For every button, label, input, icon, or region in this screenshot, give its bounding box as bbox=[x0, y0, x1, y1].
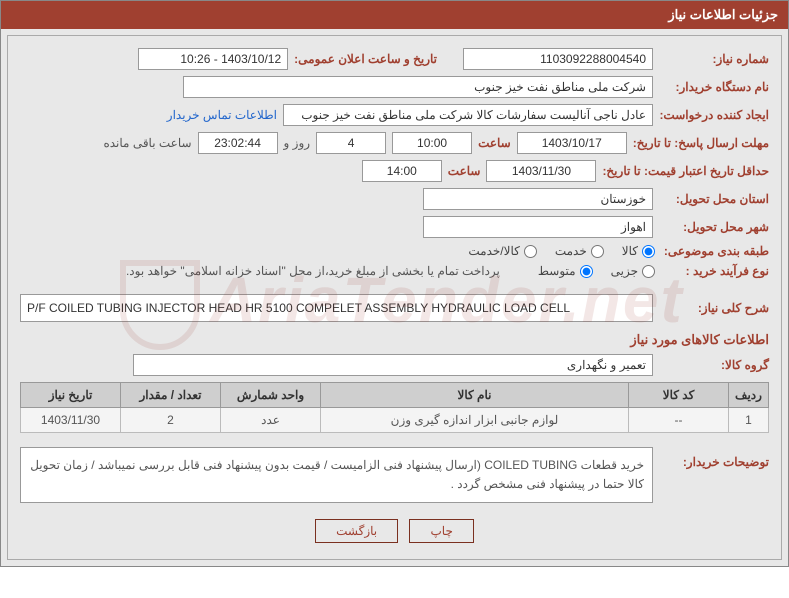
classification-radio-service[interactable] bbox=[591, 245, 604, 258]
cell-name: لوازم جانبی ابزار اندازه گیری وزن bbox=[321, 408, 629, 433]
remaining-label: ساعت باقی مانده bbox=[103, 136, 191, 150]
announce-datetime-value: 1403/10/12 - 10:26 bbox=[138, 48, 288, 70]
price-validity-time: 14:00 bbox=[362, 160, 442, 182]
buyer-org-value: شرکت ملی مناطق نفت خیز جنوب bbox=[183, 76, 653, 98]
cell-date: 1403/11/30 bbox=[21, 408, 121, 433]
back-button[interactable]: بازگشت bbox=[315, 519, 398, 543]
response-time-label: ساعت bbox=[478, 136, 511, 150]
col-code: کد کالا bbox=[629, 383, 729, 408]
details-panel: جزئیات اطلاعات نیاز شماره نیاز: 11030922… bbox=[0, 0, 789, 567]
cell-unit: عدد bbox=[221, 408, 321, 433]
response-deadline-label: مهلت ارسال پاسخ: تا تاریخ: bbox=[633, 136, 769, 150]
panel-title: جزئیات اطلاعات نیاز bbox=[1, 1, 788, 29]
buyer-contact-link[interactable]: اطلاعات تماس خریدار bbox=[167, 108, 277, 122]
delivery-province-value: خوزستان bbox=[423, 188, 653, 210]
response-deadline-date: 1403/10/17 bbox=[517, 132, 627, 154]
table-header-row: ردیف کد کالا نام کالا واحد شمارش تعداد /… bbox=[21, 383, 769, 408]
purchase-note: پرداخت تمام یا بخشی از مبلغ خرید،از محل … bbox=[126, 264, 500, 278]
general-desc-value: P/F COILED TUBING INJECTOR HEAD HR 5100 … bbox=[20, 294, 653, 322]
col-idx: ردیف bbox=[729, 383, 769, 408]
request-creator-value: عادل ناجی آنالیست سفارشات کالا شرکت ملی … bbox=[283, 104, 653, 126]
col-date: تاریخ نیاز bbox=[21, 383, 121, 408]
delivery-city-label: شهر محل تحویل: bbox=[659, 220, 769, 234]
buyer-notes-value: خرید قطعات COILED TUBING (ارسال پیشنهاد … bbox=[20, 447, 653, 503]
classification-opt-2: کالا/خدمت bbox=[468, 244, 519, 258]
col-unit: واحد شمارش bbox=[221, 383, 321, 408]
response-days: 4 bbox=[316, 132, 386, 154]
response-deadline-time: 10:00 bbox=[392, 132, 472, 154]
purchase-radio-minor[interactable] bbox=[642, 265, 655, 278]
classification-radio-both[interactable] bbox=[524, 245, 537, 258]
button-bar: چاپ بازگشت bbox=[20, 509, 769, 547]
print-button[interactable]: چاپ bbox=[409, 519, 473, 543]
request-number-label: شماره نیاز: bbox=[659, 52, 769, 66]
purchase-radio-medium[interactable] bbox=[580, 265, 593, 278]
price-validity-label: حداقل تاریخ اعتبار قیمت: تا تاریخ: bbox=[602, 164, 769, 178]
col-qty: تعداد / مقدار bbox=[121, 383, 221, 408]
classification-opt-1: خدمت bbox=[555, 244, 587, 258]
cell-idx: 1 bbox=[729, 408, 769, 433]
purchase-opt-1: متوسط bbox=[538, 264, 576, 278]
price-validity-date: 1403/11/30 bbox=[486, 160, 596, 182]
goods-group-label: گروه کالا: bbox=[659, 358, 769, 372]
request-creator-label: ایجاد کننده درخواست: bbox=[659, 108, 769, 122]
classification-label: طبقه بندی موضوعی: bbox=[659, 244, 769, 258]
panel-body: شماره نیاز: 1103092288004540 تاریخ و ساع… bbox=[7, 35, 782, 560]
announce-datetime-label: تاریخ و ساعت اعلان عمومی: bbox=[294, 52, 437, 66]
response-countdown: 23:02:44 bbox=[198, 132, 278, 154]
days-suffix: روز و bbox=[284, 136, 311, 150]
cell-code: -- bbox=[629, 408, 729, 433]
classification-radio-goods[interactable] bbox=[642, 245, 655, 258]
price-validity-time-label: ساعت bbox=[448, 164, 481, 178]
classification-opt-0: کالا bbox=[622, 244, 638, 258]
buyer-org-label: نام دستگاه خریدار: bbox=[659, 80, 769, 94]
goods-table: ردیف کد کالا نام کالا واحد شمارش تعداد /… bbox=[20, 382, 769, 433]
request-number-value: 1103092288004540 bbox=[463, 48, 653, 70]
purchase-process-label: نوع فرآیند خرید : bbox=[659, 264, 769, 278]
table-row: 1 -- لوازم جانبی ابزار اندازه گیری وزن ع… bbox=[21, 408, 769, 433]
delivery-city-value: اهواز bbox=[423, 216, 653, 238]
general-desc-label: شرح کلی نیاز: bbox=[659, 301, 769, 315]
cell-qty: 2 bbox=[121, 408, 221, 433]
delivery-province-label: استان محل تحویل: bbox=[659, 192, 769, 206]
col-name: نام کالا bbox=[321, 383, 629, 408]
goods-group-value: تعمیر و نگهداری bbox=[133, 354, 653, 376]
buyer-notes-label: توضیحات خریدار: bbox=[659, 455, 769, 469]
goods-section-title: اطلاعات کالاهای مورد نیاز bbox=[20, 332, 769, 348]
purchase-opt-0: جزیی bbox=[611, 264, 638, 278]
